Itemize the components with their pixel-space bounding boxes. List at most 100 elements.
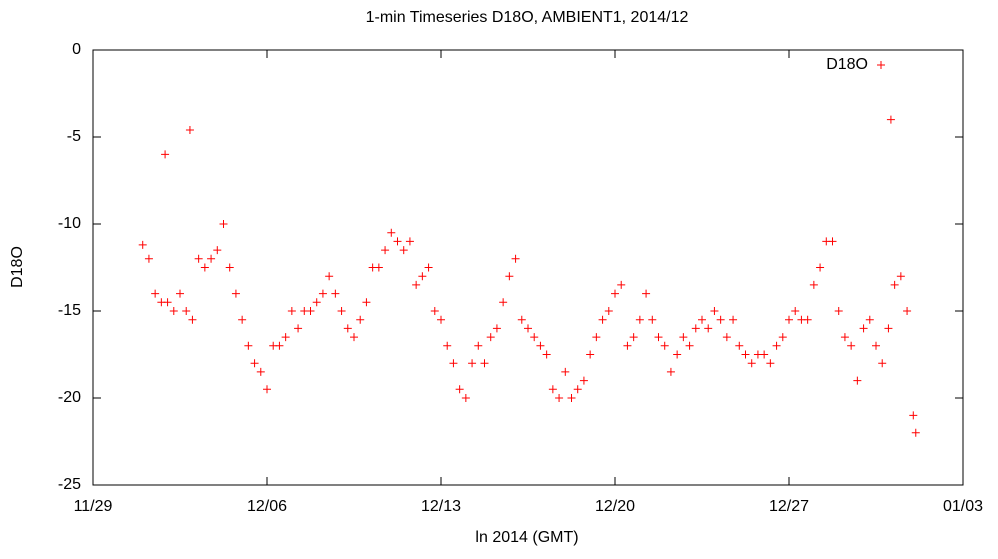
data-point — [499, 298, 508, 307]
data-point — [405, 237, 414, 246]
data-point — [275, 341, 284, 350]
data-point — [567, 394, 576, 402]
data-point — [393, 237, 402, 246]
x-tick-label: 12/20 — [595, 498, 635, 515]
data-point — [225, 263, 234, 272]
data-point — [418, 272, 427, 281]
plot-frame — [92, 49, 964, 486]
data-point — [886, 115, 895, 124]
data-point — [256, 367, 265, 376]
data-point — [505, 272, 514, 281]
legend-label: D18O — [826, 56, 868, 73]
y-tick-label: -15 — [58, 302, 81, 319]
data-point — [741, 350, 750, 359]
data-point — [443, 341, 452, 350]
data-point — [455, 385, 464, 394]
data-point — [598, 315, 607, 324]
chart-title: 1-min Timeseries D18O, AMBIENT1, 2014/12 — [366, 9, 689, 26]
x-tick-label: 12/27 — [769, 498, 809, 515]
data-point — [735, 341, 744, 350]
data-point — [660, 341, 669, 350]
data-point — [903, 307, 912, 315]
data-point — [437, 315, 445, 324]
data-point — [635, 315, 644, 324]
data-point — [816, 263, 825, 272]
data-point — [480, 359, 489, 368]
data-point — [617, 280, 626, 289]
data-point — [213, 246, 222, 255]
data-point — [747, 359, 756, 368]
data-point — [381, 246, 390, 255]
data-point — [828, 237, 837, 246]
data-point — [592, 333, 601, 342]
data-point — [654, 333, 663, 342]
data-point — [356, 315, 365, 324]
data-point — [716, 315, 725, 324]
y-tick-label: 0 — [72, 41, 81, 58]
data-point — [412, 280, 421, 289]
data-point — [579, 376, 588, 385]
data-point — [424, 263, 433, 272]
data-point — [611, 289, 619, 298]
data-point — [219, 220, 228, 228]
data-point — [911, 428, 920, 437]
data-point — [387, 228, 396, 237]
data-point — [847, 341, 856, 350]
data-point — [486, 333, 495, 342]
data-point — [536, 341, 545, 350]
data-point — [362, 298, 371, 307]
data-point — [511, 254, 520, 263]
data-point — [766, 359, 775, 368]
x-tick-label: 12/06 — [247, 498, 287, 515]
data-point — [586, 350, 595, 359]
data-point — [704, 324, 713, 333]
data-point — [151, 289, 160, 298]
data-point — [890, 280, 899, 289]
data-point — [194, 254, 203, 263]
data-point — [318, 289, 327, 298]
data-point — [878, 359, 887, 368]
data-point — [461, 394, 470, 402]
data-point — [710, 307, 719, 315]
data-point — [648, 315, 657, 324]
y-tick-label: -25 — [58, 476, 81, 493]
data-point — [791, 307, 800, 315]
data-point — [623, 341, 632, 350]
data-point — [343, 324, 352, 333]
data-point — [673, 350, 682, 359]
data-point — [803, 315, 812, 324]
y-tick-label: -20 — [58, 389, 81, 406]
data-point — [524, 324, 532, 333]
y-tick-label: -5 — [67, 128, 81, 145]
data-point — [492, 324, 501, 333]
data-point — [809, 280, 818, 289]
data-point — [785, 315, 793, 324]
data-point — [685, 341, 694, 350]
data-point — [896, 272, 905, 281]
data-point — [182, 307, 191, 315]
data-point — [561, 367, 570, 376]
data-point — [865, 315, 874, 324]
data-point — [542, 350, 551, 359]
data-point — [573, 385, 582, 394]
data-point — [350, 333, 358, 342]
y-axis-label: D18O — [9, 246, 26, 288]
data-point — [169, 307, 178, 315]
data-point — [474, 341, 483, 350]
data-point — [238, 315, 247, 324]
data-point — [325, 272, 334, 281]
data-point — [642, 289, 651, 298]
data-point — [555, 394, 564, 402]
data-point — [176, 289, 184, 298]
data-point — [772, 341, 781, 350]
data-point — [185, 126, 194, 135]
data-point — [449, 359, 458, 368]
data-point — [859, 324, 868, 333]
data-point — [430, 307, 439, 315]
y-tick-label: -10 — [58, 215, 81, 232]
data-point — [207, 254, 216, 263]
data-point — [604, 307, 613, 315]
data-point — [698, 315, 706, 324]
data-point — [231, 289, 240, 298]
data-point — [138, 240, 147, 249]
